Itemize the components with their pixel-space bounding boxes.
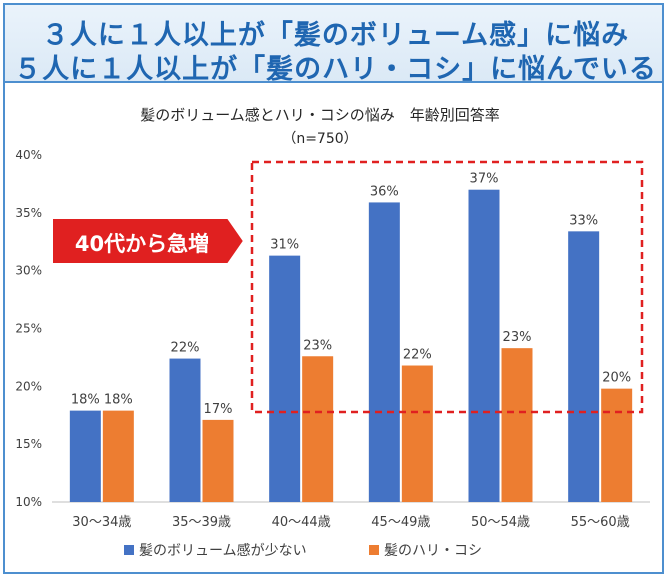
x-tick-label: 55～60歳 — [571, 515, 630, 530]
bar-volume — [468, 189, 500, 502]
data-label: 18% — [104, 393, 133, 408]
data-label: 17% — [204, 402, 233, 417]
y-tick-label: 35% — [15, 206, 42, 220]
headline-banner: ３人に１人以上が「髪のボリューム感」に悩み ５人に１人以上が「髪のハリ・コシ」に… — [3, 3, 664, 85]
legend-swatch-hari — [369, 545, 379, 555]
legend-label-volume: 髪のボリューム感が少ない — [139, 542, 307, 559]
data-label: 36% — [370, 184, 399, 199]
data-label: 22% — [171, 341, 200, 356]
chart-subtitle: （n=750） — [282, 131, 357, 147]
headline-1: ３人に１人以上が「髪のボリューム感」に悩み — [41, 20, 630, 51]
callout-text: 40代から急増 — [75, 232, 209, 256]
bar-hari — [302, 356, 334, 502]
x-tick-label: 30～34歳 — [72, 515, 131, 530]
x-tick-label: 50～54歳 — [471, 515, 530, 530]
data-label: 31% — [270, 238, 299, 253]
data-label: 23% — [503, 330, 532, 345]
bar-volume — [169, 358, 201, 502]
y-tick-label: 25% — [15, 322, 42, 336]
y-tick-label: 20% — [15, 379, 42, 393]
bar-volume — [69, 410, 101, 502]
bar-volume — [269, 255, 301, 502]
legend-swatch-volume — [124, 545, 134, 555]
data-label: 20% — [602, 371, 631, 386]
y-tick-label: 10% — [15, 495, 42, 509]
callout-arrow — [51, 217, 246, 265]
data-label: 37% — [470, 172, 499, 187]
bar-hari — [401, 365, 433, 502]
x-tick-label: 40～44歳 — [272, 515, 331, 530]
data-label: 18% — [71, 393, 100, 408]
highlight-box — [250, 160, 644, 414]
bar-volume — [568, 231, 600, 502]
data-label: 33% — [569, 213, 598, 228]
legend-label-hari: 髪のハリ・コシ — [384, 543, 482, 559]
x-tick-label: 35～39歳 — [172, 515, 231, 530]
chart-title: 髪のボリューム感とハリ・コシの悩み 年齢別回答率 — [140, 106, 500, 124]
y-tick-label: 30% — [15, 264, 42, 278]
y-tick-label: 40% — [15, 148, 42, 162]
bar-hari — [601, 388, 633, 502]
bar-hari — [102, 410, 134, 502]
bar-hari — [501, 348, 533, 502]
x-tick-label: 45～49歳 — [371, 515, 430, 530]
bar-volume — [368, 202, 400, 502]
data-label: 22% — [403, 348, 432, 363]
y-tick-label: 15% — [15, 437, 42, 451]
headline-2: ５人に１人以上が「髪のハリ・コシ」に悩んでいる — [14, 54, 657, 85]
data-label: 23% — [303, 338, 332, 353]
bar-hari — [202, 419, 234, 502]
